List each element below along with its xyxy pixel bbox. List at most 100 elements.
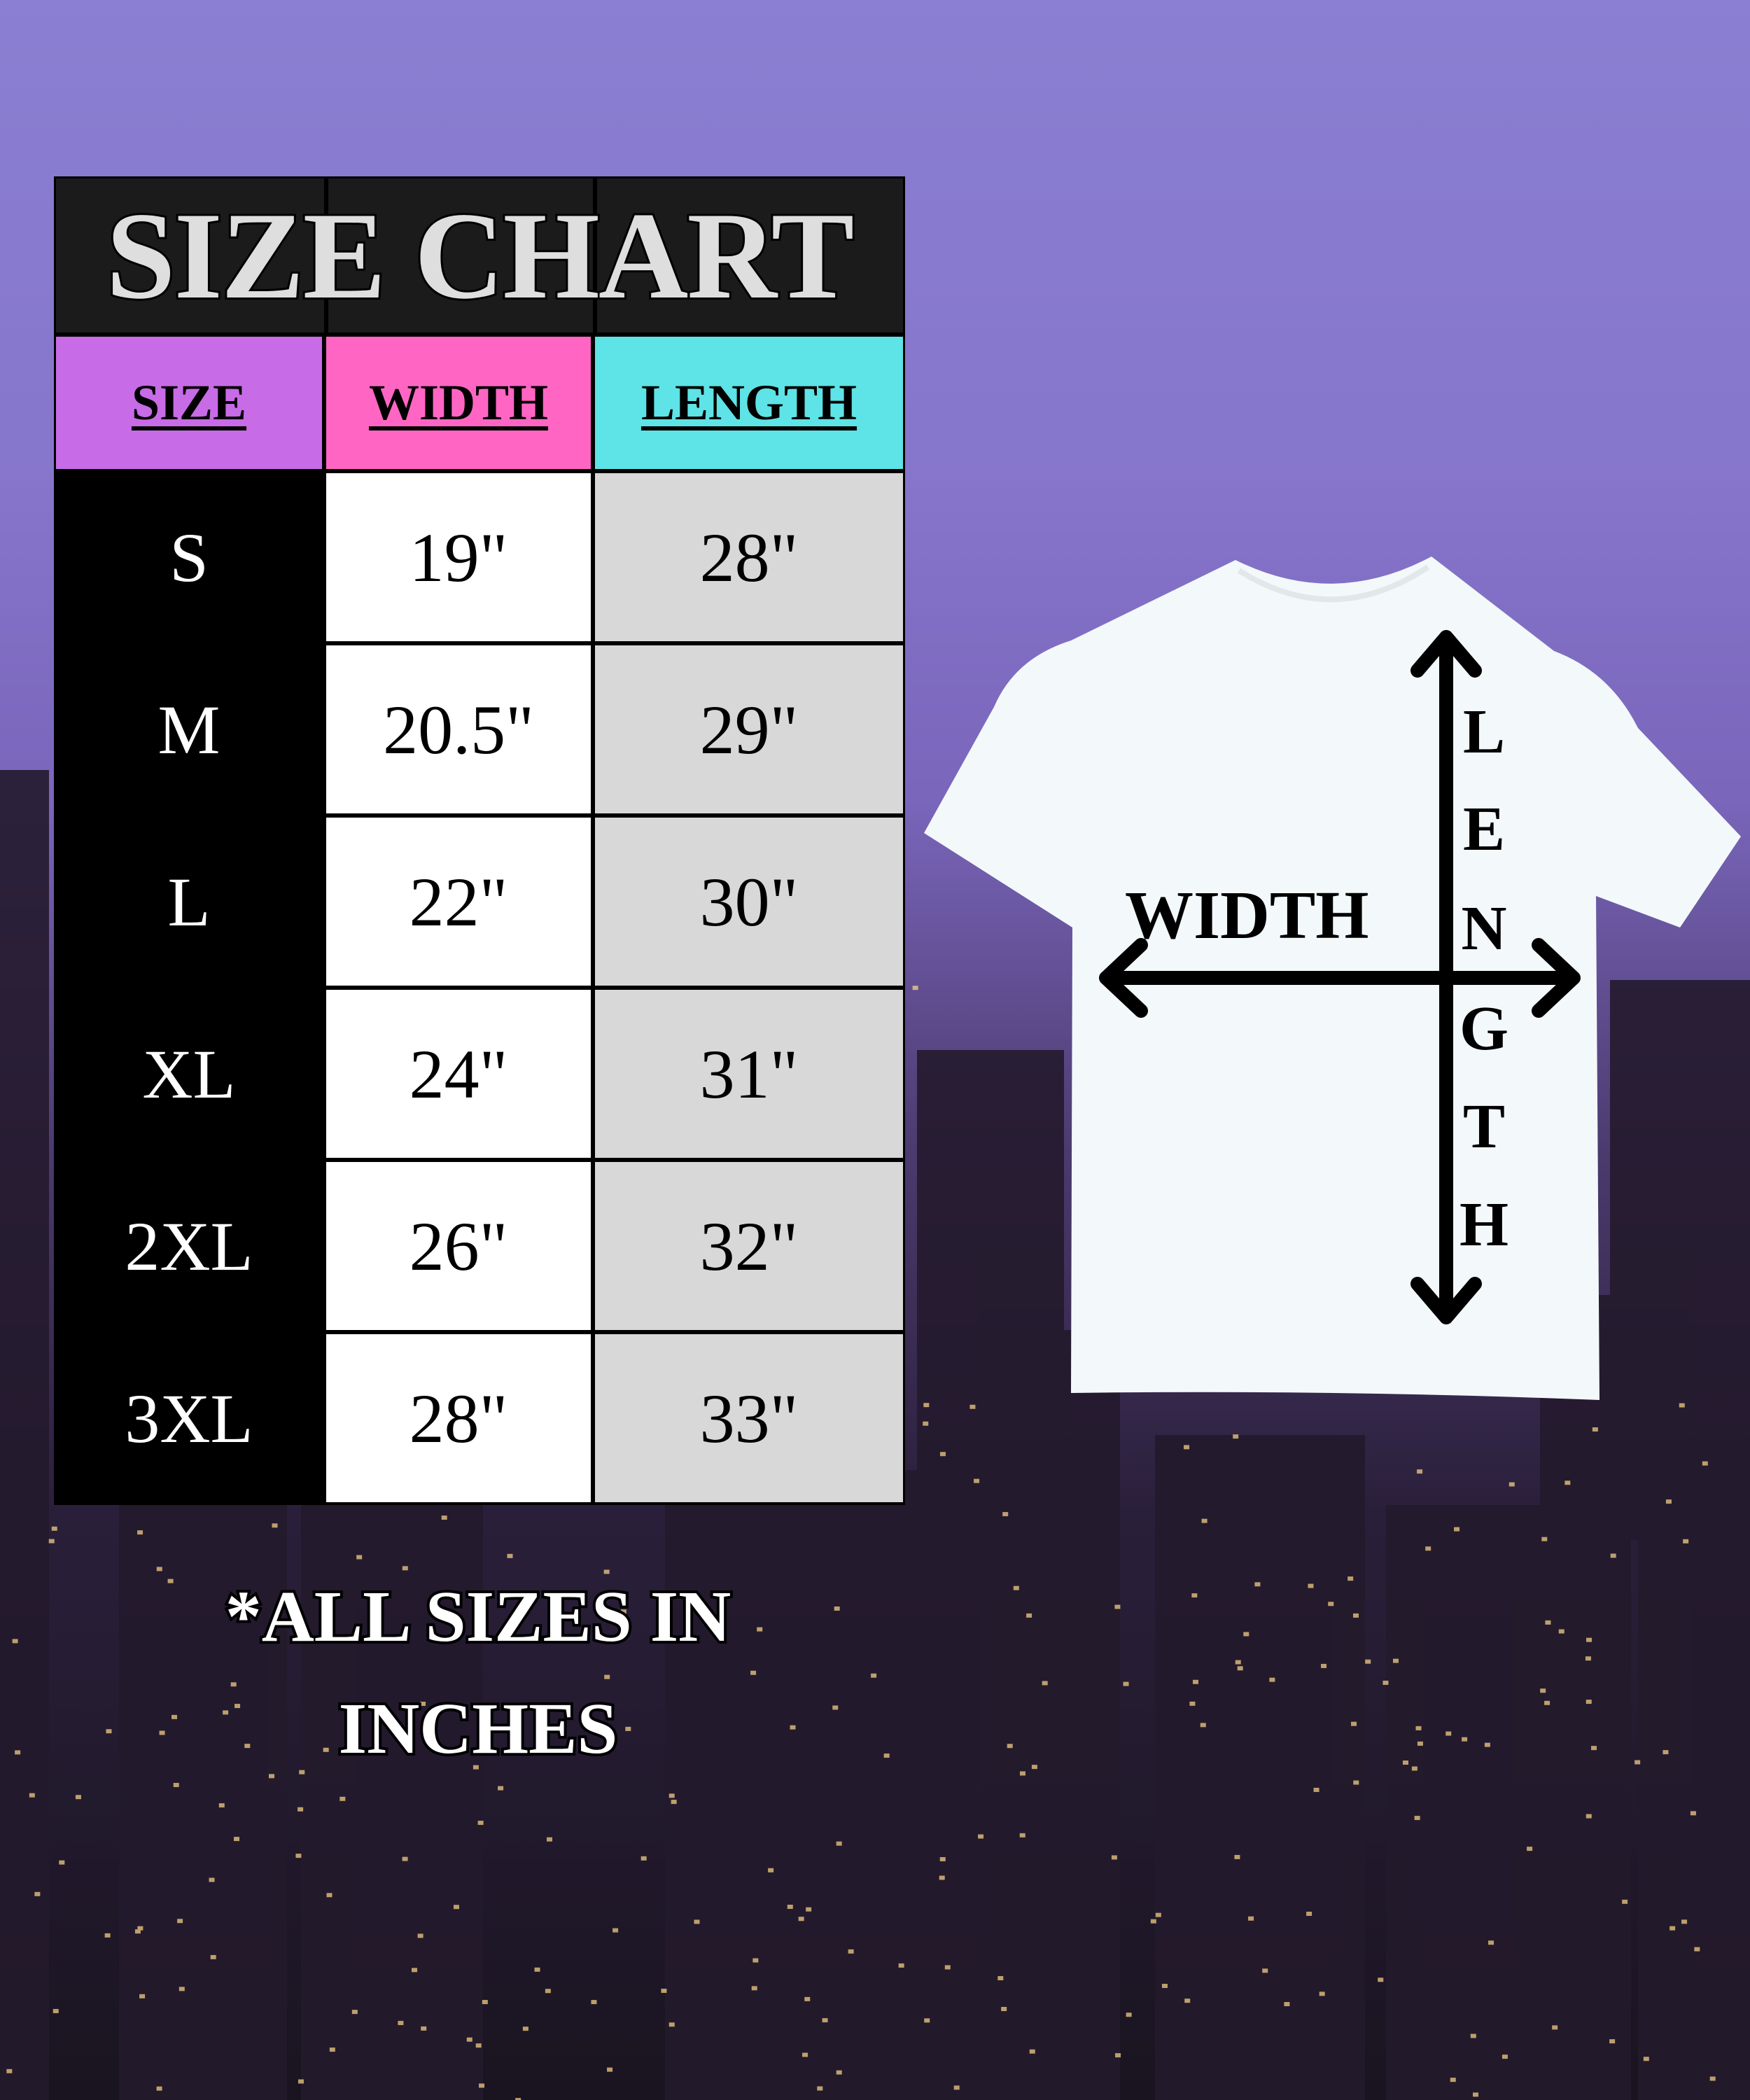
city-light — [421, 2026, 427, 2031]
city-light — [1026, 1613, 1032, 1618]
city-light — [1192, 1679, 1198, 1684]
city-light — [522, 2026, 528, 2031]
city-light — [969, 1404, 976, 1409]
city-light — [321, 1609, 328, 1614]
footnote-line-2: INCHES — [336, 1686, 621, 1772]
city-light — [167, 1578, 174, 1583]
city-light — [159, 1730, 165, 1735]
city-light — [1585, 1656, 1591, 1661]
city-light — [534, 1967, 540, 1972]
footnote-line-1: *ALL SIZES IN — [223, 1574, 734, 1660]
city-light — [34, 1891, 41, 1896]
city-light — [507, 1553, 513, 1558]
city-light — [836, 2070, 842, 2075]
city-light — [668, 2022, 675, 2027]
city-light — [804, 1996, 811, 2001]
city-light — [871, 1673, 877, 1678]
city-light — [694, 1919, 700, 1924]
city-light — [939, 1875, 945, 1880]
city-light — [477, 1820, 484, 1825]
city-light — [230, 1682, 237, 1687]
length-cell: 31" — [593, 988, 905, 1160]
city-light — [1235, 1660, 1241, 1665]
city-light — [1031, 1765, 1037, 1770]
city-light — [1150, 1919, 1156, 1924]
city-light — [752, 1958, 759, 1963]
city-light — [546, 1837, 552, 1842]
city-light — [787, 1905, 793, 1910]
city-light — [137, 1926, 144, 1931]
city-light — [832, 1705, 839, 1710]
city-light — [1702, 1461, 1708, 1466]
city-light — [1155, 1912, 1161, 1917]
city-light — [298, 1807, 304, 1812]
city-light — [607, 2067, 613, 2072]
city-light — [51, 1526, 57, 1531]
city-light — [272, 1523, 278, 1528]
city-light — [1042, 1681, 1048, 1686]
city-light — [453, 1905, 459, 1910]
city-light — [1248, 1916, 1254, 1921]
city-light — [48, 1539, 55, 1544]
city-light — [1564, 1480, 1571, 1485]
city-light — [923, 1403, 930, 1408]
length-cell: 30" — [593, 816, 905, 988]
city-light — [1111, 1855, 1117, 1860]
city-light — [398, 2020, 404, 2025]
city-light — [603, 1569, 610, 1574]
city-light — [268, 1774, 274, 1779]
city-light — [402, 1856, 408, 1861]
size-chart-table: SIZE CHART SIZE WIDTH LENGTH S 19" 28" M… — [54, 176, 905, 1505]
city-light — [625, 1726, 631, 1731]
city-light — [1184, 1998, 1191, 2003]
city-light — [1382, 1680, 1389, 1685]
width-cell: 28" — [324, 1332, 593, 1504]
city-light — [1234, 1854, 1240, 1859]
city-light — [172, 1714, 178, 1719]
city-light — [836, 1841, 842, 1846]
city-light — [1508, 1482, 1515, 1487]
city-light — [1586, 1814, 1592, 1819]
city-light — [1019, 1771, 1026, 1776]
city-light — [479, 2083, 485, 2088]
city-light — [210, 1954, 216, 1959]
city-light — [1029, 2049, 1035, 2054]
city-light — [1233, 1434, 1239, 1439]
city-light — [1610, 1553, 1616, 1558]
city-light — [939, 1452, 946, 1457]
city-light — [802, 2052, 808, 2057]
city-light — [1191, 1593, 1198, 1598]
length-cell: 33" — [593, 1332, 905, 1504]
city-light — [640, 1856, 647, 1861]
city-light — [912, 986, 918, 990]
city-light — [1540, 1688, 1546, 1693]
size-cell: L — [54, 816, 324, 988]
city-light — [352, 1709, 358, 1714]
city-light — [1351, 1721, 1357, 1726]
city-light — [1586, 1637, 1592, 1642]
length-cell: 29" — [593, 643, 905, 816]
city-light — [75, 1795, 81, 1800]
city-light — [1484, 1742, 1490, 1747]
city-light — [1417, 1741, 1423, 1746]
city-light — [299, 1770, 305, 1774]
city-light — [15, 1750, 21, 1755]
city-light — [953, 2085, 960, 2090]
length-letter: T — [1463, 1092, 1505, 1161]
city-light — [1502, 2054, 1508, 2059]
city-light — [1243, 1632, 1250, 1637]
city-light — [223, 1710, 229, 1715]
city-light — [340, 1796, 346, 1801]
city-light — [1425, 1546, 1432, 1551]
city-light — [1161, 1984, 1168, 1989]
city-light — [1392, 1658, 1399, 1663]
city-light — [1115, 2053, 1121, 2058]
city-light — [1184, 1445, 1190, 1450]
city-light — [298, 2079, 304, 2084]
city-light — [1681, 1919, 1688, 1924]
tshirt-collar — [1237, 564, 1430, 603]
city-light — [822, 2018, 828, 2023]
city-light — [974, 1478, 980, 1483]
city-light — [1417, 1469, 1423, 1474]
